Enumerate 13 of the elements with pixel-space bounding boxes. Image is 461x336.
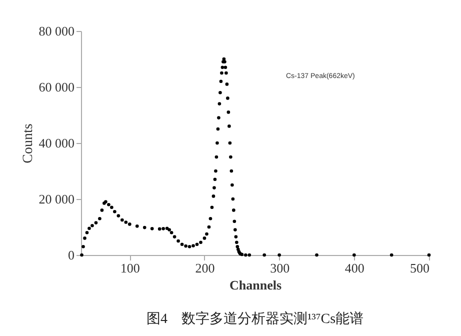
x-tick-label: 100 — [120, 260, 140, 276]
y-tick-label: 40 000 — [38, 136, 74, 150]
y-tick-label: 80 000 — [38, 24, 74, 38]
x-tick-label: 400 — [344, 260, 364, 276]
x-tick-label: 500 — [410, 260, 430, 276]
text: 图4 数字多道分析器实测¹³⁷Cs能谱 — [146, 311, 364, 327]
y-tick-label: 20 000 — [38, 192, 74, 206]
y-axis-title: Counts — [20, 124, 36, 164]
y-tick-label: 60 000 — [38, 80, 74, 94]
x-axis-title: Channels — [229, 278, 282, 292]
x-tick-label: 300 — [270, 260, 290, 276]
x-tick-label: 200 — [195, 260, 215, 276]
y-tick-label: 0 — [68, 248, 74, 262]
